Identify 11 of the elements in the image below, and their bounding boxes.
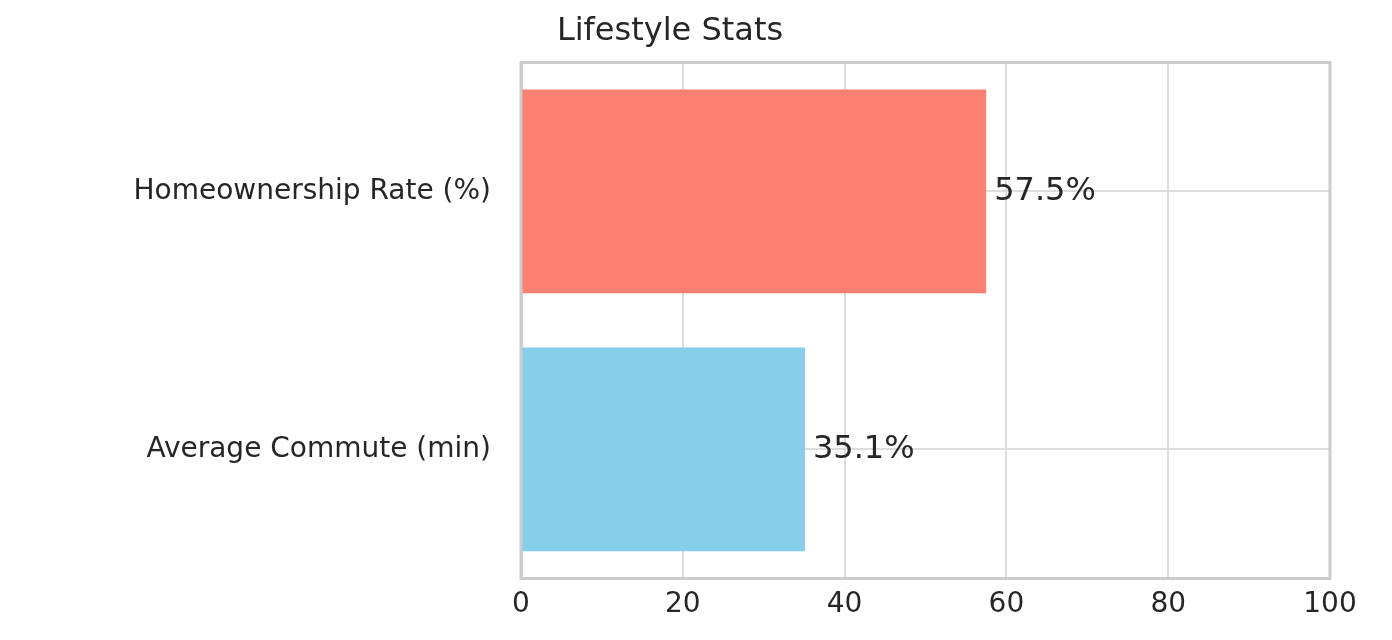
x-tick-label: 60 bbox=[988, 586, 1025, 620]
chart-title: Lifestyle Stats bbox=[556, 9, 784, 48]
y-tick-label: Average Commute (min) bbox=[146, 430, 491, 464]
x-tick-label: 100 bbox=[1303, 586, 1357, 620]
x-tick-label: 20 bbox=[664, 586, 701, 620]
x-tick-label: 80 bbox=[1150, 586, 1187, 620]
y-tick-label: Homeownership Rate (%) bbox=[133, 172, 491, 206]
data-label: 35.1% bbox=[812, 427, 915, 466]
x-tick-label: 0 bbox=[512, 586, 530, 620]
data-label: 57.5% bbox=[994, 169, 1096, 208]
x-tick-label: 40 bbox=[826, 586, 863, 620]
